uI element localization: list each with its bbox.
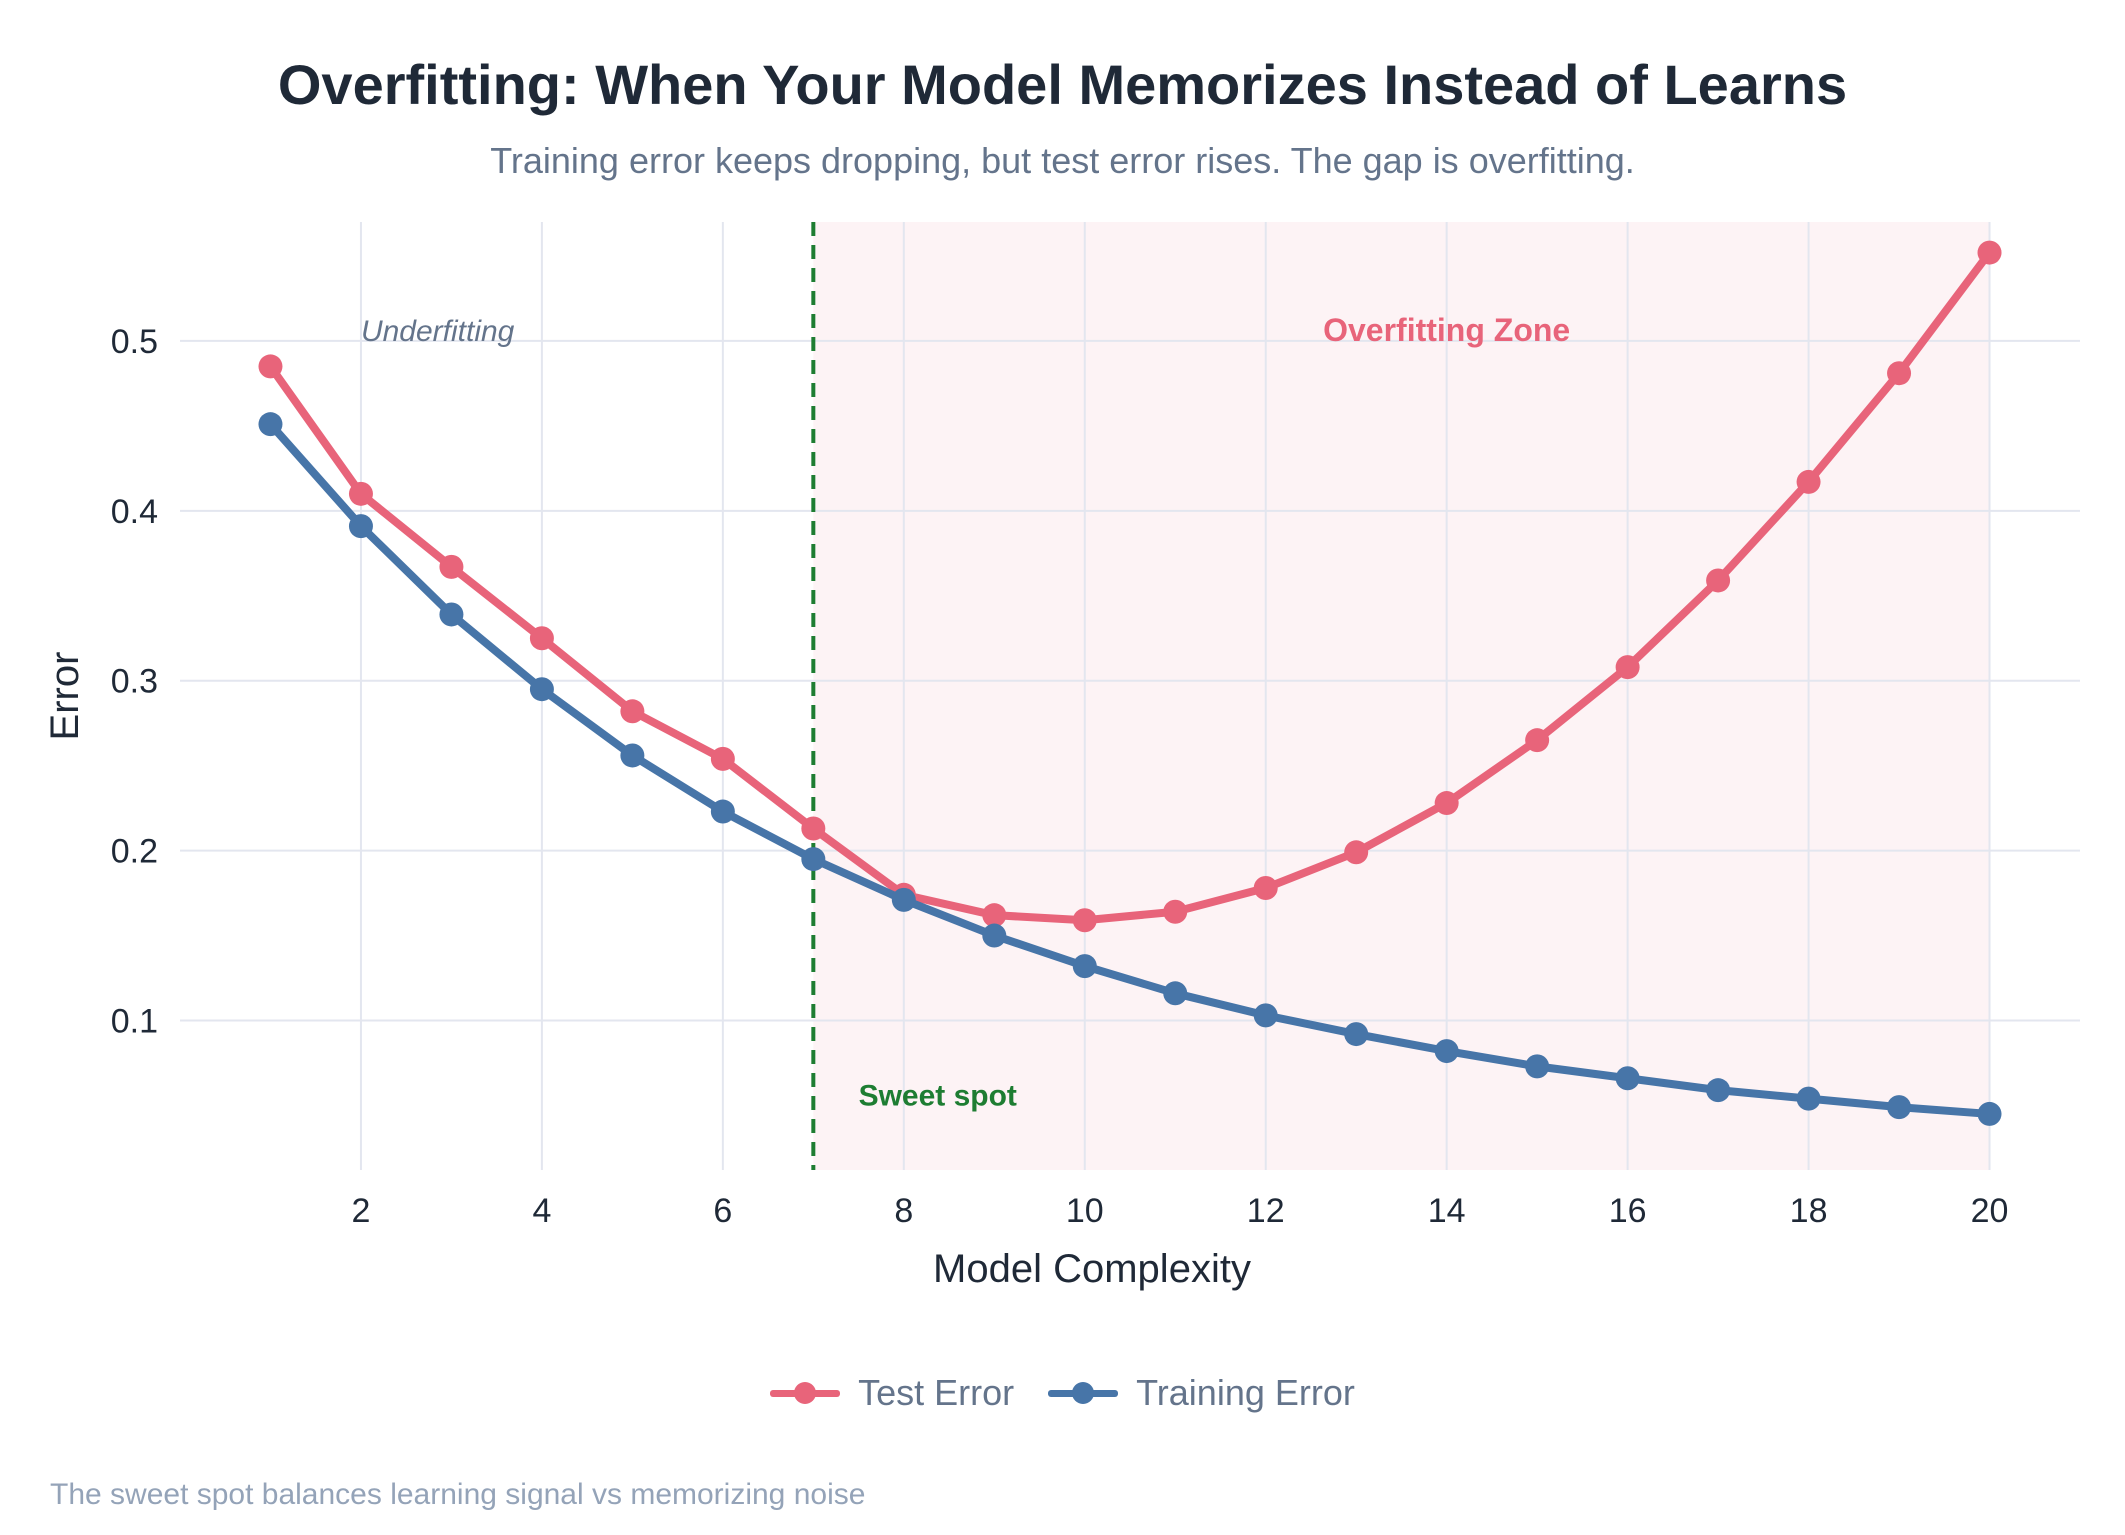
data-point-training-error [529,677,554,702]
data-point-training-error [1615,1066,1640,1091]
data-point-test-error [1163,899,1188,924]
data-point-training-error [1072,954,1097,979]
data-point-test-error [1615,655,1640,680]
overfitting-zone-band [813,222,1990,1170]
x-tick-label-6: 6 [713,1192,732,1230]
x-axis-title: Model Complexity [933,1247,1251,1291]
y-tick-label: 0.3 [111,663,158,701]
data-point-training-error [1887,1095,1912,1120]
legend-label-test: Test Error [858,1372,1015,1413]
data-point-test-error [1887,361,1912,386]
data-point-training-error [1163,981,1188,1006]
legend-item-test-error: Test Error [770,1372,1014,1414]
data-point-test-error [1796,469,1821,494]
data-point-training-error [801,847,826,872]
legend-label-train: Training Error [1136,1372,1355,1413]
legend-swatch-test [770,1375,841,1411]
x-tick-label-12: 12 [1247,1192,1285,1230]
x-tick-label-2: 2 [351,1192,370,1230]
data-point-training-error [1796,1086,1821,1111]
data-point-training-error [710,799,735,824]
series-line-training-error [266,420,1994,1118]
data-point-training-error [1253,1003,1278,1028]
x-tick-label-14: 14 [1428,1192,1466,1230]
data-point-test-error [982,903,1007,928]
data-point-training-error [258,412,283,437]
data-point-training-error [1344,1022,1369,1047]
x-tick-label-16: 16 [1609,1192,1647,1230]
chart-svg: 2 4 6 8 10 12 14 16 18 20 0.1 0.2 0.3 0.4 0.5 Model Com… [43,222,2080,1291]
data-point-training-error [348,514,373,539]
data-point-test-error [801,816,826,841]
annotation-sweet-spot: Sweet spot [859,1079,1017,1112]
legend: Test Error Training Error [0,1372,2125,1414]
y-tick-label: 0.5 [111,323,158,361]
annotation-overfitting-zone: Overfitting Zone [1323,312,1570,348]
data-point-test-error [1977,240,2002,265]
legend-item-training-error: Training Error [1048,1372,1355,1414]
data-point-test-error [348,481,373,506]
data-point-training-error [1706,1078,1731,1103]
data-point-training-error [982,923,1007,948]
data-point-test-error [1434,791,1459,816]
y-tick-label: 0.2 [111,833,158,871]
legend-dot-train [1072,1382,1095,1404]
x-tick-label-4: 4 [532,1192,551,1230]
data-point-test-error [1253,875,1278,900]
x-tick-label-20: 20 [1971,1192,2009,1230]
data-point-test-error [1344,840,1369,865]
chart-caption: The sweet spot balances learning signal … [50,1478,866,1511]
data-point-test-error [710,746,735,771]
data-point-training-error [620,743,645,768]
data-point-training-error [1525,1054,1550,1079]
chart-subtitle: Training error keeps dropping, but test … [490,140,1635,181]
data-point-training-error [891,887,916,912]
data-point-test-error [1706,568,1731,593]
data-point-training-error [1434,1039,1459,1064]
series-line-test-error [266,248,1994,925]
legend-swatch-train [1048,1375,1119,1411]
data-point-test-error [1525,728,1550,753]
x-tick-label-10: 10 [1066,1192,1104,1230]
legend-dot-test [794,1382,817,1404]
annotation-underfitting: Underfitting [361,315,515,348]
data-point-training-error [1977,1101,2002,1126]
data-point-test-error [258,354,283,379]
data-point-training-error [439,602,464,627]
data-point-test-error [439,554,464,579]
y-tick-label: 0.1 [111,1002,158,1040]
x-tick-label-8: 8 [894,1192,913,1230]
y-tick-label: 0.4 [111,493,158,531]
data-point-test-error [529,626,554,651]
data-point-test-error [620,699,645,724]
chart-title: Overfitting: When Your Model Memorizes I… [277,53,1848,116]
x-tick-label-18: 18 [1790,1192,1828,1230]
data-point-test-error [1072,908,1097,933]
y-axis-title: Error [43,652,87,741]
